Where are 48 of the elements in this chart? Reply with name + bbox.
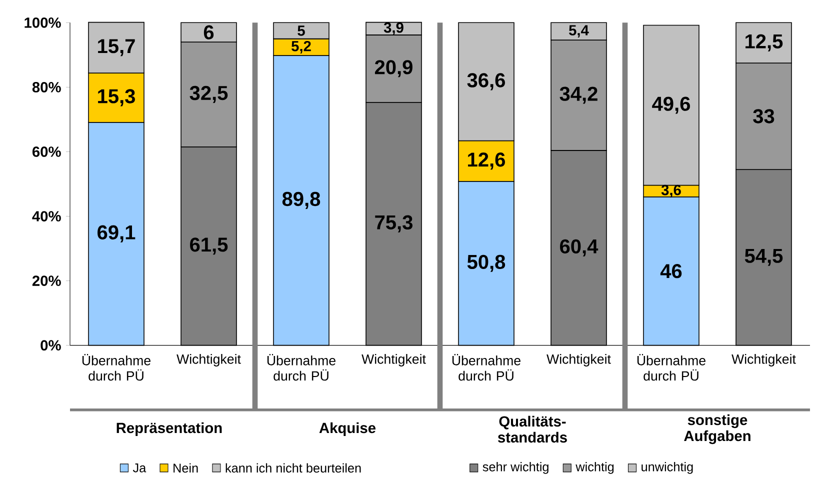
x-tick-label: Übernahme durch PÜ [267, 354, 336, 381]
y-tick-label: 0% [40, 340, 61, 351]
data-label: 34,2 [560, 86, 598, 104]
text: sonstige Aufgaben [684, 414, 750, 444]
legend-label: Ja [132, 464, 146, 472]
data-label: 33 [753, 109, 774, 124]
x-tick-label: Wichtigkeit [176, 354, 241, 366]
data-label: 15,7 [98, 39, 135, 56]
legend-label: Nein [174, 463, 198, 473]
data-label: 54,5 [744, 248, 783, 266]
text: Repräsentation [116, 422, 222, 436]
x-tick-label: Übernahme durch PÜ [452, 354, 520, 381]
data-label: 89,8 [282, 192, 320, 209]
data-label: 46 [660, 264, 682, 278]
text: Akquise [319, 422, 376, 436]
x-tick-label: Wichtigkeit [362, 354, 426, 366]
text: Qualitäts-standards [498, 416, 567, 443]
data-label: 49,6 [652, 96, 690, 114]
y-tick-label: 20% [32, 276, 61, 286]
data-label: 20,9 [374, 60, 412, 78]
data-label: 50,8 [467, 254, 506, 272]
data-label: 12,6 [468, 152, 505, 170]
y-tick-label: 60% [32, 146, 61, 157]
data-label: 12,5 [746, 34, 783, 52]
legend-label: wichtig [576, 462, 614, 474]
x-tick-label: Wichtigkeit [732, 354, 796, 366]
data-label: 3,6 [661, 184, 681, 198]
y-tick-label: 40% [32, 211, 61, 222]
data-label: 75,3 [375, 215, 412, 232]
data-label: 36,6 [467, 73, 505, 90]
data-label: 5,4 [569, 25, 589, 38]
x-tick-label: Übernahme durch PÜ [637, 354, 706, 381]
data-label: 5,2 [292, 40, 311, 54]
data-label: 6 [204, 25, 214, 40]
y-tick-label: 100% [24, 17, 61, 28]
data-label: 5 [298, 26, 305, 36]
data-label: 32,5 [190, 86, 228, 103]
x-tick-label: Übernahme durch PÜ [82, 354, 150, 381]
data-label: 15,3 [98, 89, 135, 106]
data-label: 69,1 [98, 225, 136, 242]
data-label: 3,9 [384, 22, 404, 35]
y-tick-label: 80% [32, 82, 61, 92]
x-tick-label: Wichtigkeit [546, 354, 611, 366]
data-label: 61,5 [190, 238, 228, 255]
legend-label: unwichtig [642, 462, 693, 474]
legend-label: kann ich nicht beurteilen [226, 463, 361, 473]
data-label: 60,4 [560, 239, 598, 256]
legend-label: sehr wichtig [482, 462, 548, 474]
